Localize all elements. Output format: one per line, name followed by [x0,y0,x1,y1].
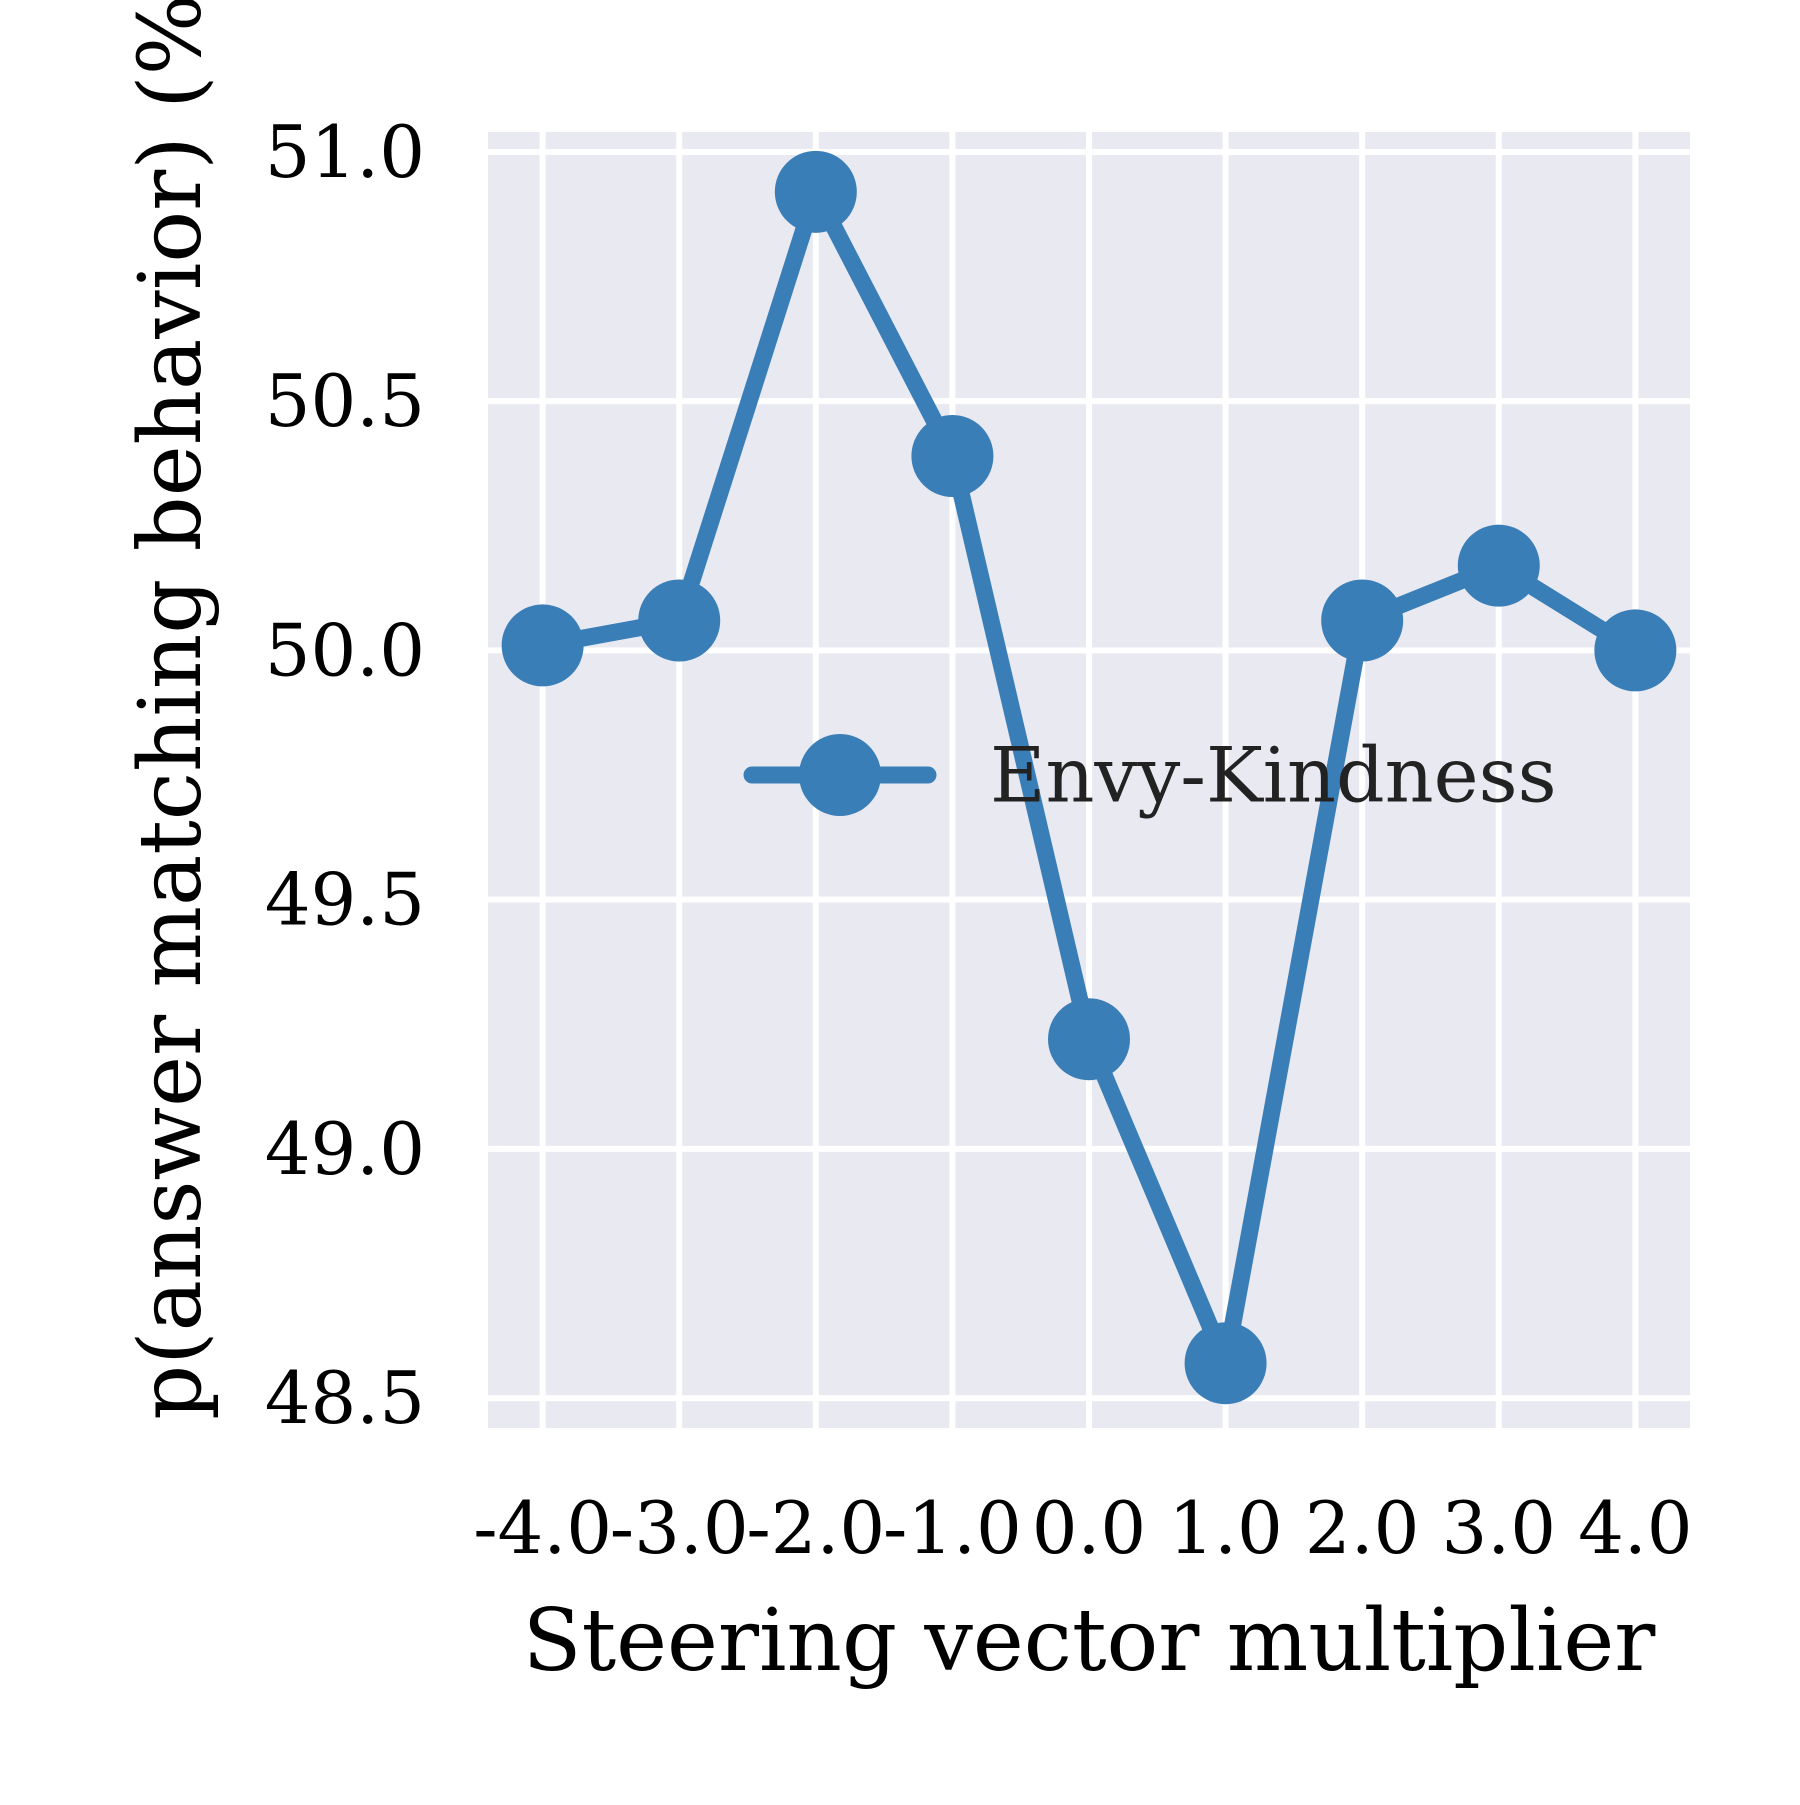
x-tick-label-5: 1.0 [1168,1486,1283,1570]
x-tick-label-1: -3.0 [610,1486,749,1570]
legend-label-envy-kindness: Envy-Kindness [990,731,1557,820]
data-point-0 [501,604,584,687]
x-tick-label-7: 3.0 [1442,1486,1557,1570]
x-axis-ticks: -4.0-3.0-2.0-1.0 0.0 1.0 2.0 3.0 4.0 [473,1486,1692,1570]
grid [488,132,1690,1428]
data-point-3 [911,415,994,497]
data-point-4 [1048,998,1130,1081]
data-point-2 [774,150,857,233]
y-tick-label-2: 49.5 [265,858,425,942]
y-tick-label-4: 50.5 [265,359,425,443]
y-tick-label-5: 51.0 [265,110,425,194]
data-point-5 [1184,1322,1267,1405]
y-tick-label-0: 48.5 [265,1356,425,1440]
x-tick-label-4: 0.0 [1032,1486,1147,1570]
x-tick-label-6: 2.0 [1305,1486,1420,1570]
legend-marker-swatch [799,734,881,816]
data-point-8 [1594,609,1677,692]
x-tick-label-0: -4.0 [473,1486,612,1570]
data-point-6 [1321,579,1404,662]
y-axis-title: p(answer matching behavior) (%) [121,0,221,1420]
y-tick-label-3: 50.0 [265,608,425,692]
x-tick-label-8: 4.0 [1578,1486,1693,1570]
x-tick-label-2: -2.0 [746,1486,885,1570]
series-layer [501,150,1677,1405]
y-axis-ticks: 48.5 49.0 49.5 50.0 50.5 51.0 [265,110,425,1440]
data-point-1 [638,579,721,662]
x-axis-title: Steering vector multiplier [523,1591,1657,1691]
legend: Envy-Kindness [743,731,1557,820]
x-tick-label-3: -1.0 [883,1486,1022,1570]
data-point-7 [1457,524,1540,607]
y-tick-label-1: 49.0 [265,1107,425,1191]
